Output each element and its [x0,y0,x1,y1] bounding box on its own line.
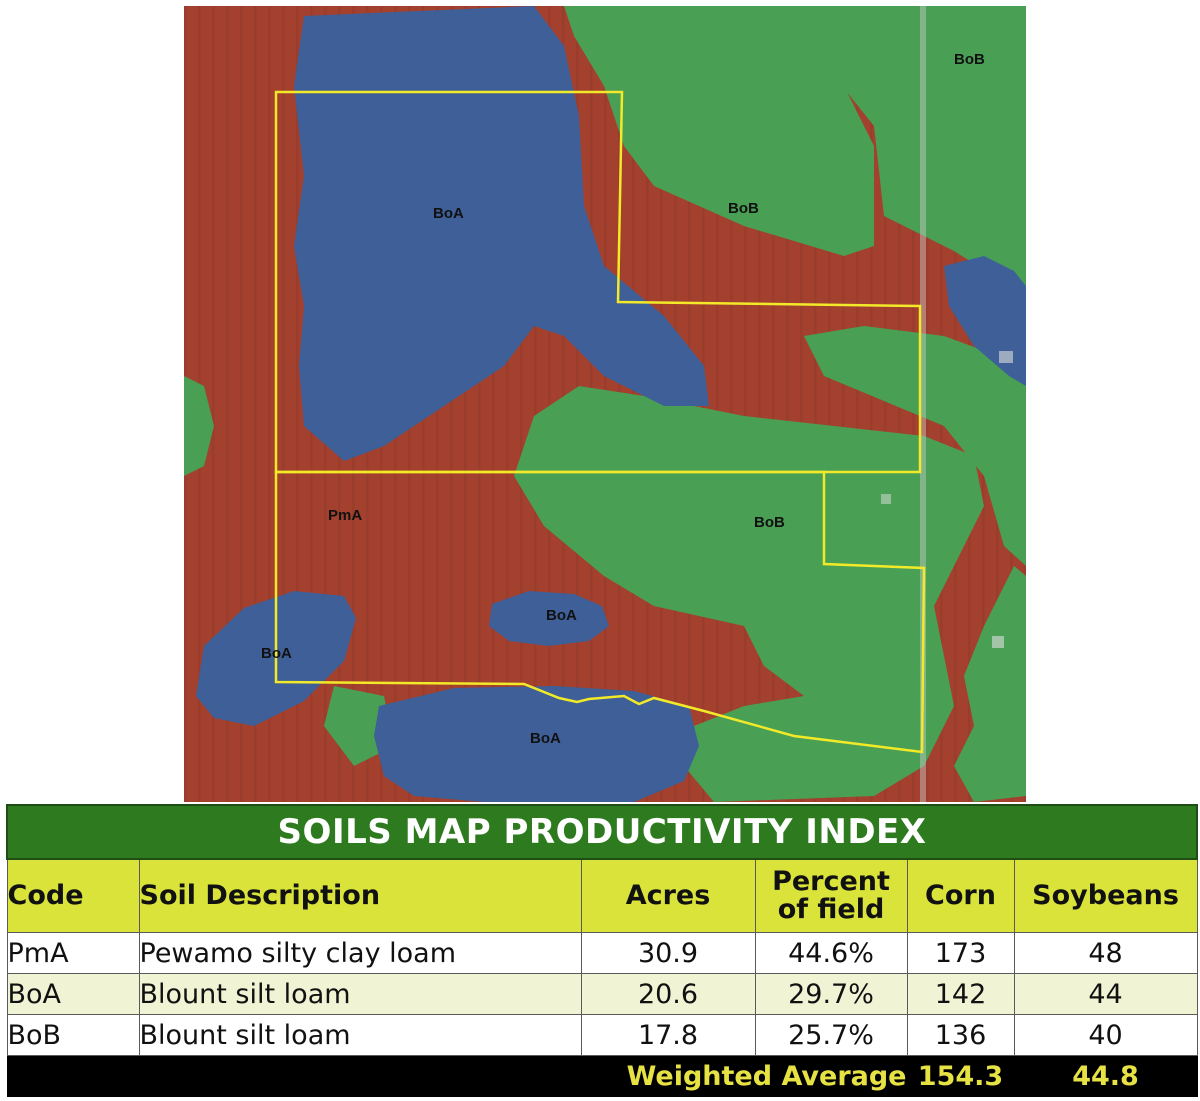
header-percent-line1: Percent [772,865,890,897]
table-title: SOILS MAP PRODUCTIVITY INDEX [5,804,1199,860]
weighted-average-soybeans: 44.8 [1013,1055,1198,1097]
cell-corn: 136 [906,1014,1015,1056]
cell-corn: 142 [906,973,1015,1015]
house [881,494,891,504]
cell-soybeans: 44 [1013,973,1198,1015]
soil-label-bob: BoB [954,51,985,68]
table-row: BoB Blount silt loam 17.8 25.7% 136 40 [6,1014,1198,1056]
bob-soil-area-top-right [584,6,1026,306]
soil-label-boa: BoA [433,205,464,222]
boa-soil-area-bottom [374,686,699,802]
weighted-average-label: Weighted Average [6,1055,908,1097]
bob-soil-area-right-bottom [954,566,1026,802]
header-percent-line2: of field [777,894,885,925]
cell-description: Blount silt loam [138,1014,582,1056]
bob-soil-area-top-center [564,6,874,256]
header-code: Code [6,858,140,933]
boa-soil-area-upper [294,6,709,461]
header-corn: Corn [906,858,1015,933]
header-percent-of-field: Percent of field [754,858,908,933]
cell-soybeans: 40 [1013,1014,1198,1056]
table-row: PmA Pewamo silty clay loam 30.9 44.6% 17… [6,932,1198,974]
boa-soil-area-center [489,591,609,646]
soils-map: BoB BoA BoB PmA BoB BoA BoA BoA [184,6,1026,802]
cell-acres: 30.9 [580,932,756,974]
soil-label-bob: BoB [754,514,785,531]
cell-acres: 20.6 [580,973,756,1015]
cell-code: PmA [6,932,140,974]
soil-label-boa: BoA [530,730,561,747]
soils-productivity-table: SOILS MAP PRODUCTIVITY INDEX Code Soil D… [5,804,1199,1097]
soil-label-pma: PmA [328,507,362,524]
bob-soil-area-left-edge [184,376,214,476]
cell-description: Blount silt loam [138,973,582,1015]
cell-percent: 44.6% [754,932,908,974]
soil-label-boa: BoA [546,607,577,624]
header-soil-description: Soil Description [138,858,582,933]
cell-code: BoA [6,973,140,1015]
header-acres: Acres [580,858,756,933]
cell-description: Pewamo silty clay loam [138,932,582,974]
weighted-average-corn: 154.3 [906,1055,1015,1097]
weighted-average-row: Weighted Average 154.3 44.8 [6,1055,1198,1097]
cell-acres: 17.8 [580,1014,756,1056]
bob-soil-area-right-strip [804,326,1026,566]
soil-label-bob: BoB [728,200,759,217]
cell-soybeans: 48 [1013,932,1198,974]
cell-percent: 29.7% [754,973,908,1015]
soil-label-boa: BoA [261,645,292,662]
house [992,636,1004,648]
cell-corn: 173 [906,932,1015,974]
house [999,351,1013,363]
header-soybeans: Soybeans [1013,858,1198,933]
cell-code: BoB [6,1014,140,1056]
field-boundary-lower [274,470,926,754]
cell-percent: 25.7% [754,1014,908,1056]
table-row: BoA Blount silt loam 20.6 29.7% 142 44 [6,973,1198,1015]
road [920,6,926,802]
bob-soil-area-middle [514,386,984,802]
